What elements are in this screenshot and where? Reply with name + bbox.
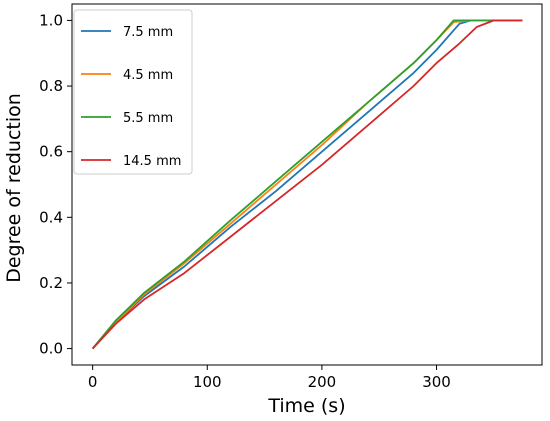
x-tick-label: 0 — [88, 373, 98, 391]
x-tick-label: 300 — [422, 373, 451, 391]
plot-lines — [91, 19, 523, 350]
y-tick-label: 0.8 — [39, 77, 63, 95]
legend-label-2: 5.5 mm — [123, 111, 173, 126]
series-line-0 — [91, 19, 523, 350]
legend: 7.5 mm 4.5 mm 5.5 mm 14.5 mm — [73, 9, 193, 175]
y-axis: 0.0 0.2 0.4 0.6 0.8 1.0 — [39, 11, 72, 358]
legend-label-1: 4.5 mm — [123, 68, 173, 83]
x-axis: 0 100 200 300 — [88, 365, 451, 391]
y-tick-label: 0.6 — [39, 143, 63, 161]
x-axis-label: Time (s) — [267, 395, 345, 417]
legend-label-3: 14.5 mm — [123, 154, 181, 169]
y-tick-label: 0.0 — [39, 340, 63, 358]
plot-frame — [71, 3, 543, 366]
x-tick-label: 100 — [193, 373, 222, 391]
y-tick-label: 0.2 — [39, 274, 63, 292]
legend-frame — [73, 9, 193, 175]
legend-label-0: 7.5 mm — [123, 25, 173, 40]
series-line-2 — [91, 19, 523, 350]
x-tick-label: 200 — [308, 373, 337, 391]
series-line-1 — [91, 19, 523, 350]
series-line-3 — [91, 19, 523, 350]
y-tick-label: 0.4 — [39, 208, 63, 226]
y-tick-label: 1.0 — [39, 11, 63, 29]
y-axis-label: Degree of reduction — [3, 93, 25, 283]
